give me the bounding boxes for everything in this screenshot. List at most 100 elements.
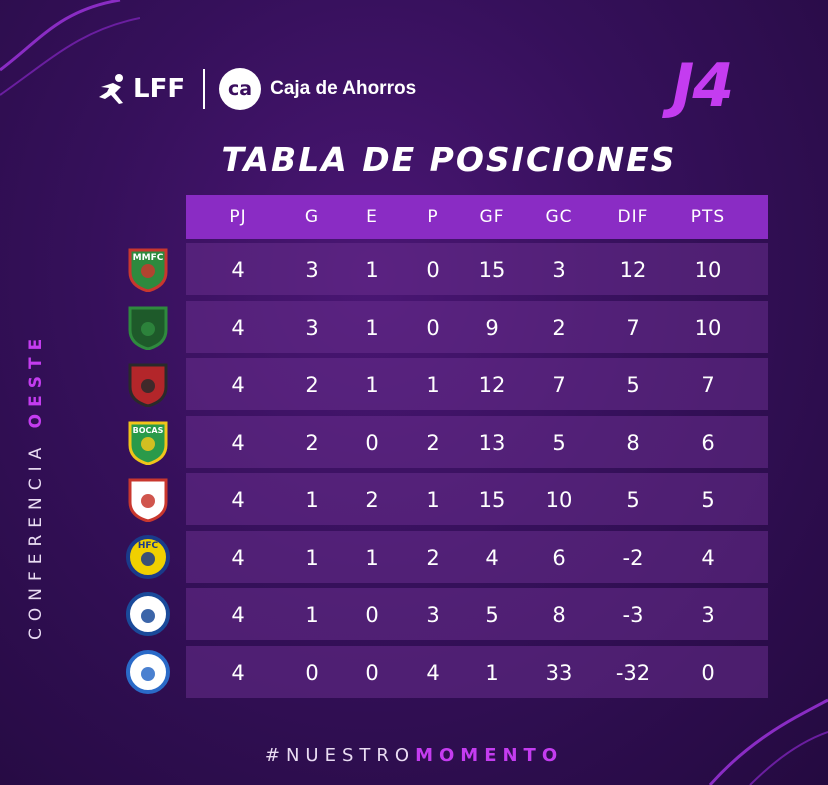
hashtag-highlight: MOMENTO [415,745,564,766]
column-header-dif: DIF [617,207,649,227]
cell-gf: 1 [485,660,499,685]
cell-g: 1 [305,603,319,627]
cell-pts: 4 [701,545,715,570]
cell-gc: 33 [545,660,573,685]
cell-dif: 7 [626,315,640,340]
round-label: J4 [672,51,734,121]
cell-e: 0 [365,430,379,455]
column-header-e: E [366,207,378,227]
column-header-gf: GF [479,207,505,227]
table-row: 4 2 1 1 12 7 5 7 [186,358,768,410]
cell-p: 3 [426,603,440,627]
cell-pj: 4 [231,488,245,512]
column-header-gc: GC [545,207,573,227]
team-crest-text: MMFC [133,253,164,263]
table-row: 4 1 0 3 5 8 -3 3 [186,588,768,640]
cell-gc: 3 [552,258,566,282]
cell-p: 2 [426,545,440,570]
team-crest-icon [128,363,168,407]
table-row: 4 1 1 2 4 6 -2 4 [186,530,768,583]
cell-e: 1 [365,258,379,282]
cell-gc: 5 [552,430,566,455]
cell-pts: 6 [701,430,715,455]
cell-gf: 9 [485,315,499,340]
cell-p: 0 [426,258,440,282]
team-crest-icon: HFC [126,534,170,579]
cell-g: 1 [305,488,319,512]
cell-pts: 10 [694,315,722,340]
cell-g: 1 [305,545,319,570]
cell-p: 4 [426,660,440,685]
cell-e: 0 [365,603,379,627]
cell-pts: 3 [701,603,715,627]
cell-pj: 4 [231,258,245,282]
cell-gf: 12 [478,373,506,397]
conference-label-prefix: CONFERENCIA [26,428,46,640]
cell-gf: 5 [485,603,499,627]
column-header-g: G [304,207,320,227]
table-row: 4 3 1 0 15 3 12 10 [186,243,768,295]
cell-gc: 7 [552,373,566,397]
column-header-pj: PJ [229,207,247,227]
header-logos: LFF ca Caja de Ahorros [95,66,416,112]
cell-pts: 0 [701,660,715,685]
cell-gc: 10 [545,488,573,512]
column-header-pts: PTS [690,207,726,227]
table-row: 4 2 0 2 13 5 8 6 [186,415,768,468]
cell-gc: 6 [552,545,566,570]
cell-pts: 10 [694,258,722,282]
cell-gf: 13 [478,430,506,455]
cell-pts: 5 [701,488,715,512]
table-row: 4 1 2 1 15 10 5 5 [186,473,768,525]
cell-p: 1 [426,488,440,512]
team-crest-icon [128,306,168,350]
cell-pj: 4 [231,373,245,397]
cell-g: 0 [305,660,319,685]
header-divider [203,69,206,109]
cell-dif: 5 [626,488,640,512]
runner-icon [99,74,123,104]
cell-dif: 5 [626,373,640,397]
cell-dif: -2 [622,545,644,570]
cell-p: 1 [426,373,440,397]
cell-dif: -32 [615,660,651,685]
team-crest-icon [126,592,170,636]
team-crest-icon: BOCAS [128,421,168,465]
lff-text: LFF [133,74,186,104]
cell-g: 3 [305,258,319,282]
cell-g: 3 [305,315,319,340]
cell-p: 0 [426,315,440,340]
cell-pts: 7 [701,373,715,397]
cell-gf: 4 [485,545,499,570]
cell-g: 2 [305,373,319,397]
cell-pj: 4 [231,315,245,340]
conference-label: CONFERENCIA OESTE [26,332,46,640]
cell-e: 0 [365,660,379,685]
cell-dif: 8 [626,430,640,455]
table-row: 4 0 0 4 1 33 -32 0 [186,645,768,698]
table-row: 4 3 1 0 9 2 7 10 [186,300,768,353]
conference-name: OESTE [26,331,46,429]
hashtag-prefix: #NUESTRO [264,745,416,766]
cell-e: 1 [365,545,379,570]
caja-de-ahorros-logo: ca [219,68,262,110]
cell-pj: 4 [231,430,245,455]
cell-e: 1 [365,315,379,340]
cell-dif: 12 [619,258,647,282]
cell-g: 2 [305,430,319,455]
sponsor-name: Caja de Ahorros [270,78,417,99]
team-crest-icon [126,649,170,694]
cell-pj: 4 [231,660,245,685]
lff-logo: LFF [95,73,185,105]
cell-e: 2 [365,488,379,512]
team-crest-icon [128,478,168,522]
cell-gc: 8 [552,603,566,627]
cell-gf: 15 [478,258,506,282]
table-header: PJ G E P GF GC DIF PTS [186,195,768,239]
cell-pj: 4 [231,545,245,570]
page-title: TABLA DE POSICIONES [221,140,677,179]
team-crest-text: BOCAS [133,426,164,435]
column-header-p: P [427,207,439,227]
cell-dif: -3 [622,603,644,627]
team-crest-icon: MMFC [128,248,168,292]
